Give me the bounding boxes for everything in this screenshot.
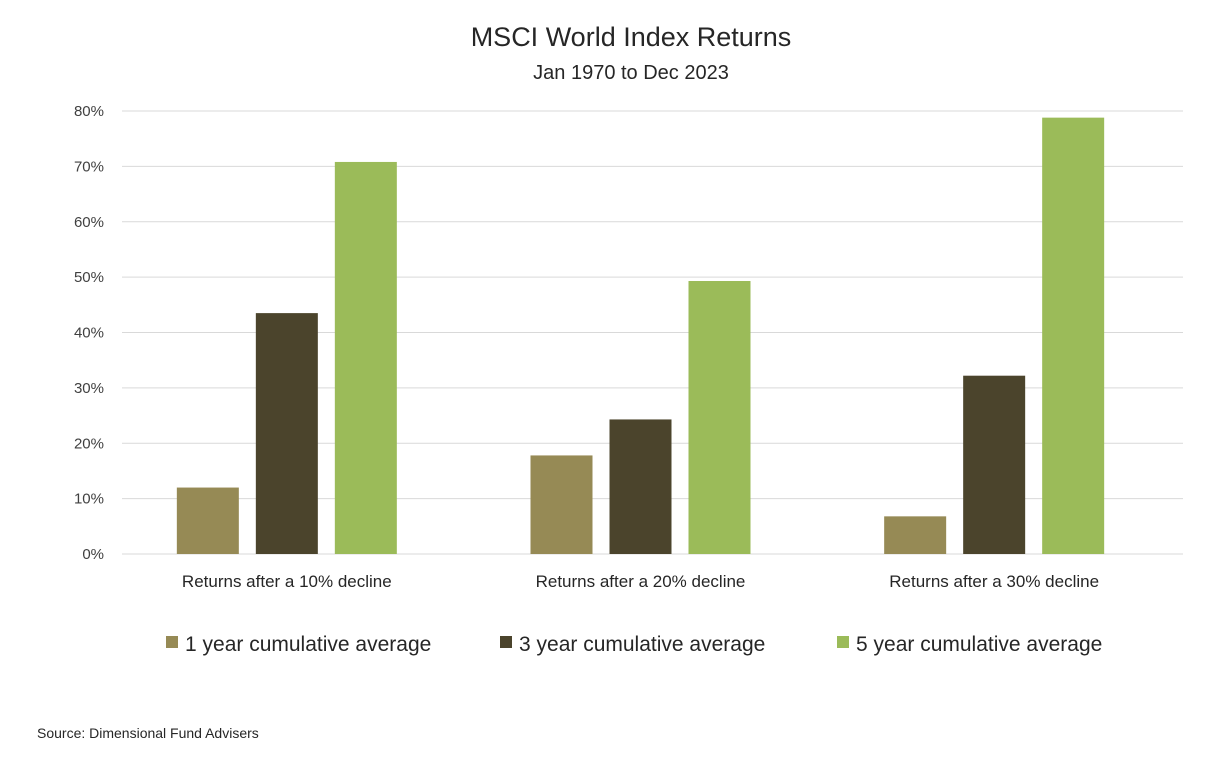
chart-title: MSCI World Index Returns (471, 22, 792, 52)
y-tick-label: 60% (74, 214, 104, 231)
y-tick-label: 20% (74, 435, 104, 452)
bar (255, 313, 318, 554)
bar (609, 419, 672, 554)
bar (688, 281, 751, 554)
bar (530, 455, 593, 554)
x-category-label: Returns after a 20% decline (536, 572, 746, 591)
y-tick-label: 0% (82, 546, 104, 563)
source-note: Source: Dimensional Fund Advisers (37, 725, 259, 741)
bar (176, 487, 239, 554)
legend-label: 5 year cumulative average (856, 633, 1102, 656)
legend-swatch (166, 636, 178, 648)
chart-subtitle: Jan 1970 to Dec 2023 (533, 62, 729, 84)
y-axis-ticks: 0% 10% 20% 30% 40% 50% 60% 70% 80% (74, 103, 104, 563)
bar (963, 375, 1026, 554)
legend-label: 1 year cumulative average (185, 633, 431, 656)
legend-swatch (837, 636, 849, 648)
bars (176, 117, 1105, 555)
y-tick-label: 30% (74, 380, 104, 397)
y-tick-label: 10% (74, 491, 104, 508)
y-tick-label: 80% (74, 103, 104, 120)
x-category-label: Returns after a 10% decline (182, 572, 392, 591)
y-tick-label: 70% (74, 158, 104, 175)
y-tick-label: 40% (74, 325, 104, 342)
bar (1042, 117, 1105, 555)
x-category-label: Returns after a 30% decline (889, 572, 1099, 591)
bar (334, 161, 397, 554)
legend: 1 year cumulative average 3 year cumulati… (166, 633, 1102, 656)
legend-label: 3 year cumulative average (519, 633, 765, 656)
y-tick-label: 50% (74, 269, 104, 286)
x-axis-categories: Returns after a 10% decline Returns after… (182, 572, 1099, 591)
legend-swatch (500, 636, 512, 648)
bar (884, 516, 947, 554)
